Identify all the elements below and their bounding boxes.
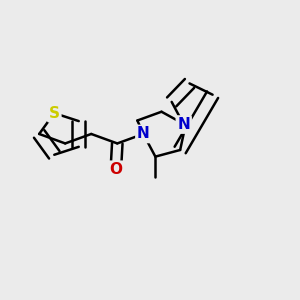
- Text: S: S: [49, 106, 60, 121]
- Text: O: O: [109, 162, 122, 177]
- Text: N: N: [177, 117, 190, 132]
- Text: N: N: [137, 127, 150, 142]
